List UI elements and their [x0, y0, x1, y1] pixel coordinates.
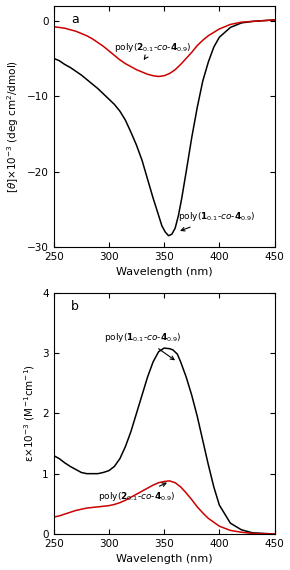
Y-axis label: ε×10$^{-3}$ (M$^{-1}$cm$^{-1}$): ε×10$^{-3}$ (M$^{-1}$cm$^{-1}$)	[22, 364, 37, 462]
Text: poly($\mathbf{2}_{0.1}$-$\it{co}$-$\mathbf{4}_{0.9}$): poly($\mathbf{2}_{0.1}$-$\it{co}$-$\math…	[98, 483, 175, 503]
Text: a: a	[71, 13, 79, 26]
X-axis label: Wavelength (nm): Wavelength (nm)	[116, 555, 212, 564]
Text: poly($\mathbf{1}_{0.1}$-$\it{co}$-$\mathbf{4}_{0.9}$): poly($\mathbf{1}_{0.1}$-$\it{co}$-$\math…	[104, 331, 182, 360]
Y-axis label: [$\theta$]×10$^{-3}$ (deg cm$^2$/dmol): [$\theta$]×10$^{-3}$ (deg cm$^2$/dmol)	[6, 60, 21, 193]
Text: poly($\mathbf{1}_{0.1}$-$\it{co}$-$\mathbf{4}_{0.9}$): poly($\mathbf{1}_{0.1}$-$\it{co}$-$\math…	[178, 210, 256, 231]
X-axis label: Wavelength (nm): Wavelength (nm)	[116, 267, 212, 278]
Text: b: b	[71, 300, 79, 313]
Text: poly($\mathbf{2}_{0.1}$-$\it{co}$-$\mathbf{4}_{0.9}$): poly($\mathbf{2}_{0.1}$-$\it{co}$-$\math…	[114, 40, 192, 59]
